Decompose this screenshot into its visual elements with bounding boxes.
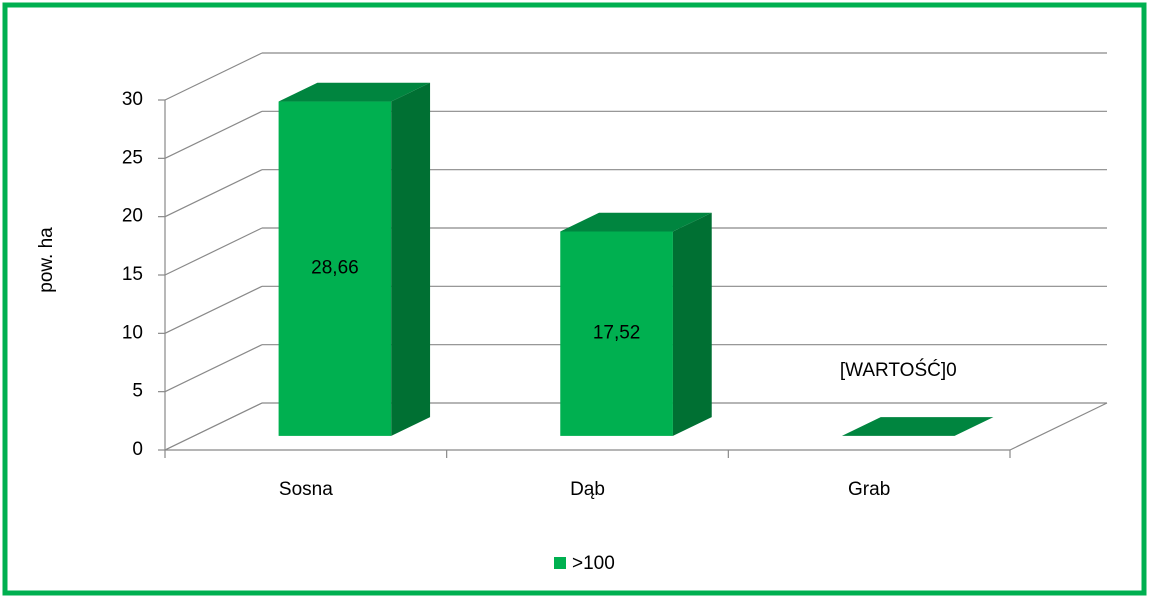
grid-line — [164, 227, 263, 276]
legend-swatch — [554, 557, 566, 569]
y-tick-label: 15 — [122, 264, 143, 285]
x-tick-label: Dąb — [570, 479, 605, 500]
y-tick-label: 5 — [132, 381, 143, 402]
legend-label: >100 — [572, 553, 615, 574]
bar-top — [841, 417, 994, 436]
data-label: 28,66 — [311, 258, 359, 279]
bar-front — [278, 101, 392, 436]
y-tick-label: 10 — [122, 322, 143, 343]
y-axis-label: pow. ha — [36, 227, 57, 293]
bar-top — [278, 82, 431, 102]
y-tick-label: 25 — [122, 147, 143, 168]
grid-line — [164, 169, 263, 218]
grid-line — [164, 402, 263, 451]
data-label: [WARTOŚĆ]0 — [840, 359, 957, 381]
y-tick-label: 20 — [122, 206, 143, 227]
grid-line — [164, 110, 263, 159]
data-label: 17,52 — [593, 323, 641, 344]
x-tick-label: Sosna — [279, 479, 333, 500]
floor-right — [1009, 402, 1108, 451]
bar-top — [560, 212, 712, 232]
grid-line — [164, 52, 263, 101]
x-tick-label: Grab — [848, 479, 890, 500]
bar-side — [672, 212, 712, 436]
bar-front — [560, 231, 673, 436]
y-tick-label: 0 — [132, 439, 143, 460]
y-tick-label: 30 — [122, 89, 143, 110]
grid-line — [164, 344, 263, 393]
bar-side — [391, 82, 431, 436]
grid-line — [164, 285, 263, 334]
